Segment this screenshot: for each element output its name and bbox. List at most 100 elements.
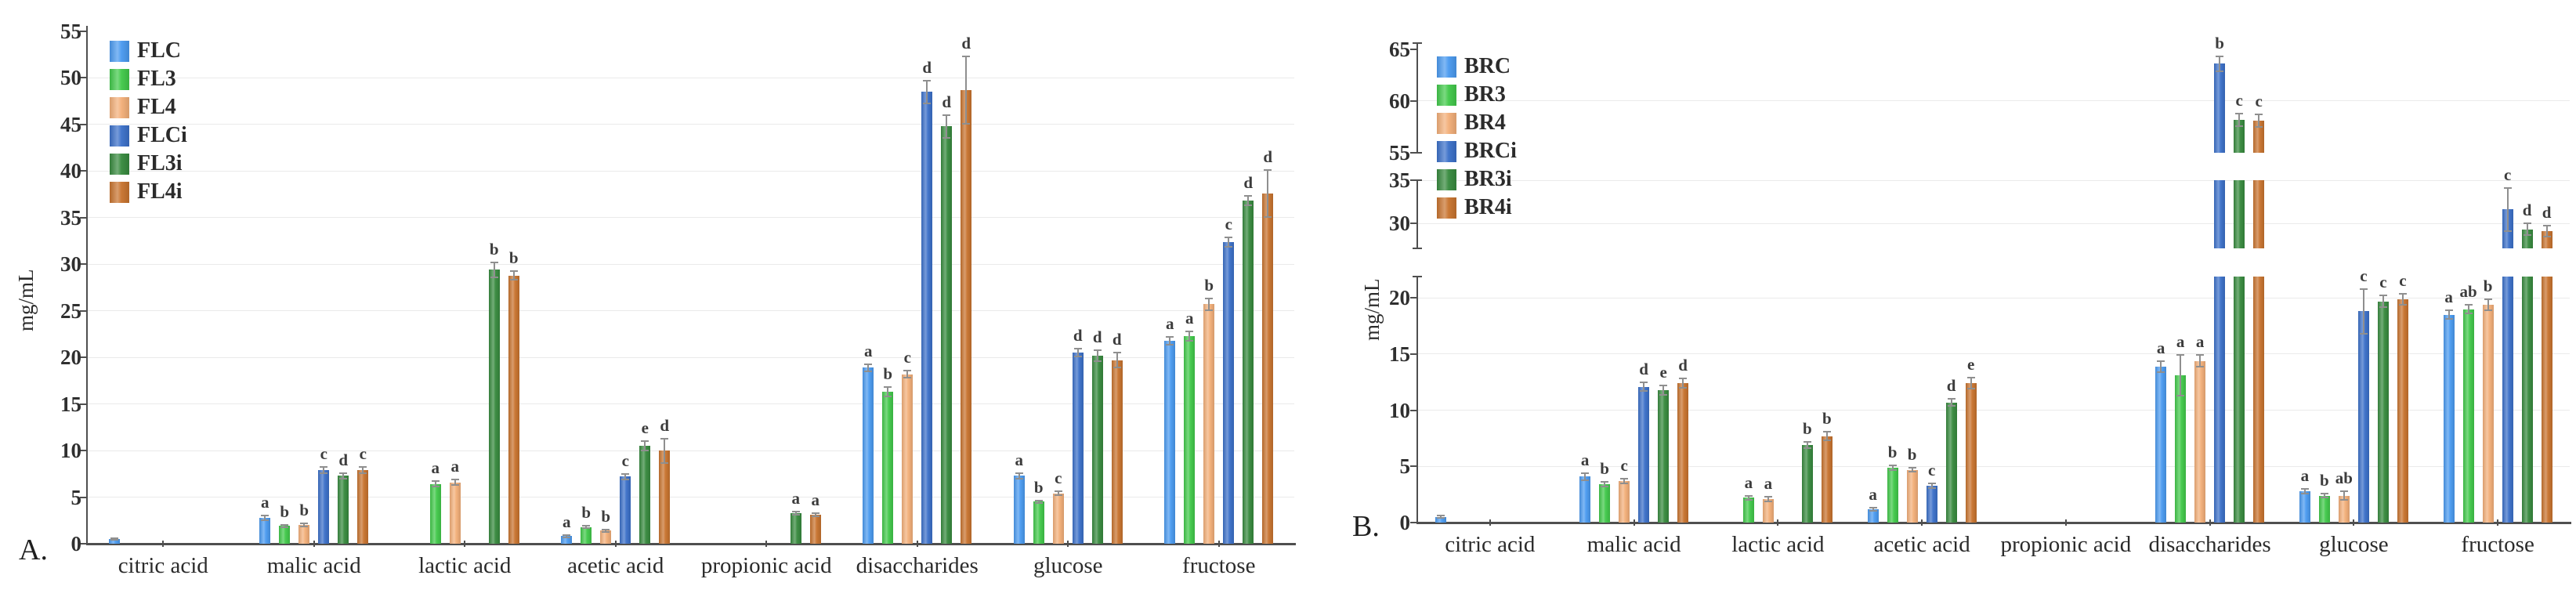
y-gridline bbox=[1418, 179, 2570, 181]
error-bar-cap bbox=[602, 531, 610, 534]
category-tick bbox=[2209, 519, 2211, 526]
error-bar-cap bbox=[1888, 464, 1897, 466]
significance-letter: a bbox=[261, 492, 270, 512]
error-bar bbox=[926, 81, 928, 103]
bar bbox=[1887, 467, 1898, 523]
bar bbox=[2357, 311, 2369, 523]
y-tick-label: 40 bbox=[60, 159, 81, 183]
y-tick bbox=[80, 77, 86, 79]
error-bar bbox=[1247, 196, 1250, 206]
error-bar-cap bbox=[2379, 306, 2387, 308]
error-bar-cap bbox=[1437, 517, 1445, 519]
y-tick-label: 65 bbox=[1389, 37, 1410, 61]
error-bar-cap bbox=[2157, 371, 2165, 373]
category-label: propionic acid bbox=[2000, 532, 2132, 557]
error-bar-cap bbox=[280, 526, 289, 529]
error-bar bbox=[1806, 441, 1808, 449]
error-bar bbox=[1189, 331, 1191, 341]
significance-letter: c bbox=[2360, 266, 2368, 285]
error-bar bbox=[867, 364, 870, 371]
error-bar-cap bbox=[509, 270, 518, 272]
error-bar-cap bbox=[320, 466, 328, 469]
legend-label: BR4i bbox=[1464, 195, 1512, 219]
significance-letter: d bbox=[1073, 326, 1083, 346]
error-bar-cap bbox=[1205, 298, 1214, 300]
significance-letter: b bbox=[2483, 276, 2493, 295]
panel-label: A. bbox=[19, 534, 48, 566]
error-bar bbox=[1116, 353, 1118, 368]
legend-label: BR3i bbox=[1464, 167, 1512, 191]
error-bar bbox=[1096, 349, 1098, 361]
bar bbox=[2397, 298, 2408, 523]
error-bar-cap bbox=[1927, 482, 1936, 484]
y-gridline bbox=[1418, 353, 2570, 355]
error-bar-cap bbox=[1659, 393, 1668, 396]
error-bar bbox=[1643, 382, 1645, 392]
error-bar-cap bbox=[2444, 318, 2453, 320]
bar bbox=[921, 92, 933, 544]
bar bbox=[1619, 480, 1630, 523]
significance-letter: b bbox=[1907, 444, 1917, 464]
category-tick bbox=[313, 541, 315, 547]
error-bar bbox=[2487, 298, 2489, 310]
error-bar-cap bbox=[1073, 355, 1082, 357]
error-bar-cap bbox=[1054, 494, 1062, 497]
significance-letter: b bbox=[489, 239, 499, 259]
bar bbox=[2175, 375, 2187, 523]
bar bbox=[1013, 476, 1025, 544]
error-bar-cap bbox=[300, 523, 309, 525]
significance-letter: b bbox=[2215, 34, 2224, 53]
legend-swatch bbox=[1437, 85, 1456, 106]
error-bar bbox=[965, 56, 968, 124]
y-tick bbox=[80, 403, 86, 405]
y-tick bbox=[80, 31, 86, 32]
error-bar bbox=[1018, 472, 1020, 479]
error-bar-cap bbox=[1015, 477, 1023, 479]
error-bar-cap bbox=[1093, 349, 1102, 351]
category-label: glucose bbox=[2319, 532, 2389, 557]
error-bar-cap bbox=[2503, 186, 2512, 189]
bar bbox=[1945, 402, 1957, 523]
significance-letter: d bbox=[1263, 147, 1273, 167]
error-bar-cap bbox=[1073, 348, 1082, 350]
error-bar bbox=[264, 515, 266, 520]
error-bar-cap bbox=[563, 534, 571, 537]
y-tick bbox=[1410, 353, 1416, 355]
significance-letter: c bbox=[359, 444, 367, 464]
axis-break-cap bbox=[1413, 42, 1422, 44]
bar bbox=[561, 536, 573, 544]
y-tick-label: 55 bbox=[1389, 141, 1410, 165]
bar bbox=[2541, 230, 2552, 248]
category-tick bbox=[614, 541, 617, 547]
category-label: acetic acid bbox=[567, 553, 664, 578]
bar bbox=[1965, 383, 1977, 523]
bar bbox=[508, 275, 519, 544]
bar bbox=[2234, 119, 2245, 153]
error-bar bbox=[2343, 490, 2345, 501]
significance-letter: b bbox=[1600, 459, 1609, 479]
category-label: acetic acid bbox=[1873, 532, 1970, 557]
category-tick bbox=[1489, 519, 1491, 526]
error-bar-cap bbox=[1620, 478, 1629, 480]
legend-label: BR3 bbox=[1464, 82, 1506, 107]
category-tick bbox=[1217, 541, 1220, 547]
error-bar-cap bbox=[791, 510, 800, 512]
category-label: citric acid bbox=[1445, 532, 1536, 557]
error-bar-cap bbox=[2398, 292, 2407, 295]
error-bar bbox=[2199, 355, 2202, 367]
category-tick bbox=[1067, 541, 1069, 547]
error-bar-cap bbox=[1679, 378, 1688, 380]
legend-swatch bbox=[1437, 141, 1456, 162]
error-bar-cap bbox=[1803, 447, 1811, 450]
bar bbox=[279, 526, 291, 544]
bar bbox=[809, 515, 821, 544]
legend-swatch bbox=[110, 154, 129, 175]
error-bar-cap bbox=[660, 461, 669, 464]
y-axis-line bbox=[1416, 180, 1418, 248]
bar bbox=[2214, 277, 2226, 523]
error-bar-cap bbox=[2523, 234, 2531, 237]
bar bbox=[2443, 314, 2455, 523]
category-tick bbox=[2353, 519, 2355, 526]
error-bar-cap bbox=[2196, 365, 2205, 367]
bar bbox=[488, 270, 500, 544]
